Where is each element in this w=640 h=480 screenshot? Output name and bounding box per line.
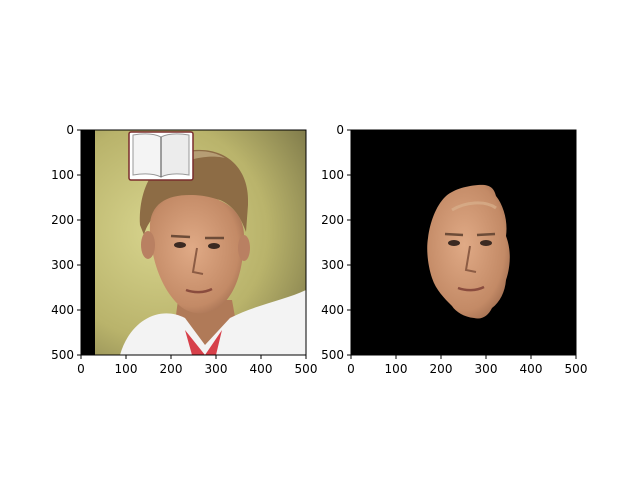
y-tick-label: 100: [321, 168, 344, 182]
x-tick-label: 400: [520, 362, 543, 376]
axes-frame: [80, 129, 307, 356]
y-tick-label: 100: [51, 168, 74, 182]
x-tick-label: 300: [475, 362, 498, 376]
y-tick-label: 300: [321, 258, 344, 272]
x-tick-label: 500: [295, 362, 318, 376]
x-tick-label: 500: [565, 362, 588, 376]
x-tick-label: 200: [160, 362, 183, 376]
axes-frame: [350, 129, 577, 356]
y-tick-label: 200: [321, 213, 344, 227]
y-tick-label: 200: [51, 213, 74, 227]
y-tick-label: 500: [321, 348, 344, 362]
mask-image: [351, 130, 576, 355]
open-book-icon: [128, 131, 194, 181]
x-tick-label: 100: [385, 362, 408, 376]
y-tick-label: 0: [336, 123, 344, 137]
x-tick-label: 400: [250, 362, 273, 376]
x-tick-label: 200: [430, 362, 453, 376]
y-tick-label: 400: [321, 303, 344, 317]
y-tick-label: 300: [51, 258, 74, 272]
y-tick-label: 400: [51, 303, 74, 317]
x-tick-label: 0: [77, 362, 85, 376]
x-tick-label: 300: [205, 362, 228, 376]
x-tick-label: 100: [115, 362, 138, 376]
y-tick-label: 500: [51, 348, 74, 362]
y-tick-label: 0: [66, 123, 74, 137]
x-tick-label: 0: [347, 362, 355, 376]
